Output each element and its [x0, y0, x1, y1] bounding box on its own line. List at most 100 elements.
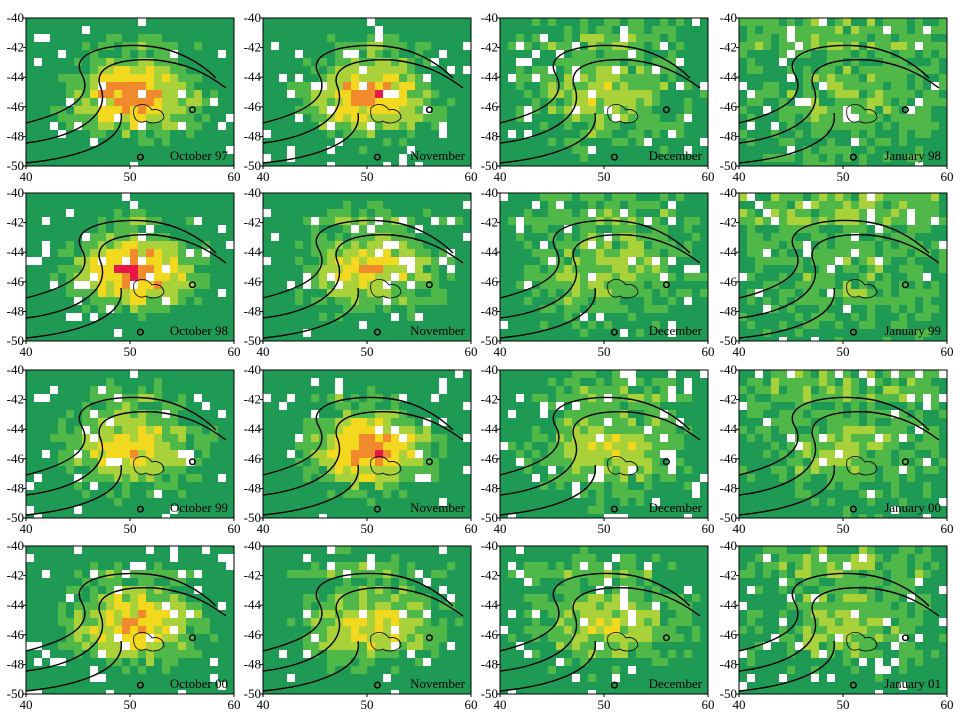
- heatmap-cell: [138, 58, 147, 67]
- heatmap-cell: [154, 506, 163, 515]
- heatmap-cell: [899, 225, 908, 234]
- heatmap-cell: [739, 305, 748, 314]
- heatmap-cell: [739, 201, 748, 210]
- heatmap-cell: [556, 201, 565, 210]
- station-marker-1: [188, 106, 196, 114]
- heatmap-cell: [676, 289, 685, 298]
- heatmap-cell: [130, 249, 139, 258]
- heatmap-cell: [739, 257, 748, 266]
- heatmap-cell: [407, 225, 416, 234]
- heatmap-cell: [186, 241, 195, 250]
- heatmap-cell: [604, 146, 613, 155]
- heatmap-cell: [739, 42, 748, 51]
- heatmap-cell: [58, 321, 67, 330]
- heatmap-cell: [122, 42, 131, 51]
- heatmap-cell: [210, 66, 219, 75]
- heatmap-cell: [367, 209, 376, 218]
- heatmap-cell: [747, 18, 756, 27]
- heatmap-cell: [604, 66, 613, 75]
- heatmap-cell: [74, 313, 83, 322]
- heatmap-cell: [42, 114, 51, 123]
- heatmap-cell: [500, 305, 509, 314]
- heatmap-cell: [218, 378, 227, 387]
- heatmap-cell: [660, 74, 669, 83]
- heatmap-cell: [431, 313, 440, 322]
- heatmap-cell: [210, 474, 219, 483]
- heatmap-cell: [146, 370, 155, 379]
- heatmap-cell: [604, 58, 613, 67]
- heatmap-cell: [359, 265, 368, 274]
- heatmap-cell: [138, 490, 147, 499]
- heatmap-cell: [500, 201, 509, 210]
- heatmap-cell: [106, 418, 115, 427]
- heatmap-cell: [178, 466, 187, 475]
- heatmap-cell: [319, 162, 328, 166]
- heatmap-cell: [556, 289, 565, 298]
- heatmap-cell: [82, 106, 91, 115]
- heatmap-cell: [660, 193, 669, 202]
- heatmap-cell: [82, 82, 91, 91]
- heatmap-cell: [875, 58, 884, 67]
- heatmap-cell: [875, 154, 884, 163]
- heatmap-cell: [660, 233, 669, 242]
- heatmap-cell: [170, 370, 179, 379]
- heatmap-cell: [359, 426, 368, 435]
- heatmap-cell: [676, 34, 685, 43]
- front-contour-1: [26, 219, 217, 299]
- heatmap-cell: [26, 321, 35, 330]
- heatmap-cell: [516, 201, 525, 210]
- heatmap-cell: [82, 241, 91, 250]
- heatmap-cell: [787, 209, 796, 218]
- heatmap-cell: [82, 490, 91, 499]
- heatmap-cell: [114, 370, 123, 379]
- heatmap-cell: [226, 402, 234, 411]
- heatmap-cell: [556, 106, 565, 115]
- heatmap-cell: [106, 138, 115, 147]
- heatmap-cell: [154, 490, 163, 499]
- heatmap-cell: [343, 313, 352, 322]
- heatmap-cell: [447, 90, 456, 99]
- heatmap-cell: [375, 450, 384, 459]
- heatmap-cell: [391, 297, 400, 306]
- heatmap-cell: [811, 106, 820, 115]
- heatmap-cell: [692, 281, 701, 290]
- heatmap-cell: [923, 225, 932, 234]
- heatmap-cell: [279, 273, 288, 282]
- heatmap-cell: [939, 233, 947, 242]
- heatmap-cell: [636, 265, 645, 274]
- heatmap-cell: [676, 313, 685, 322]
- heatmap-cell: [66, 321, 75, 330]
- heatmap-cell: [130, 498, 139, 507]
- heatmap-cell: [26, 482, 35, 491]
- heatmap-cell: [899, 130, 908, 139]
- heatmap-cell: [915, 281, 924, 290]
- heatmap-cell: [178, 442, 187, 451]
- heatmap-cell: [263, 106, 272, 115]
- heatmap-cell: [170, 74, 179, 83]
- heatmap-cell: [931, 90, 940, 99]
- heatmap-cell: [98, 321, 107, 330]
- heatmap-cell: [327, 321, 336, 330]
- heatmap-cell: [875, 265, 884, 274]
- y-tick-label: -46: [720, 274, 738, 289]
- heatmap-cell: [939, 209, 947, 218]
- heatmap-cell: [26, 297, 35, 306]
- heatmap-cell: [803, 249, 812, 258]
- heatmap-cell: [138, 233, 147, 242]
- heatmap-cell: [162, 98, 171, 107]
- heatmap-cell: [162, 58, 171, 67]
- heatmap-cell: [375, 98, 384, 107]
- heatmap-cell: [500, 98, 509, 107]
- heatmap-cell: [122, 154, 131, 163]
- heatmap-cell: [423, 418, 432, 427]
- heatmap-cell: [827, 154, 836, 163]
- heatmap-cell: [463, 34, 471, 43]
- heatmap-cell: [343, 130, 352, 139]
- heatmap-cell: [226, 90, 234, 99]
- heatmap-cell: [375, 410, 384, 419]
- heatmap-cell: [439, 225, 448, 234]
- heatmap-cell: [279, 74, 288, 83]
- heatmap-cell: [106, 297, 115, 306]
- heatmap-cell: [676, 50, 685, 59]
- heatmap-cell: [891, 138, 900, 147]
